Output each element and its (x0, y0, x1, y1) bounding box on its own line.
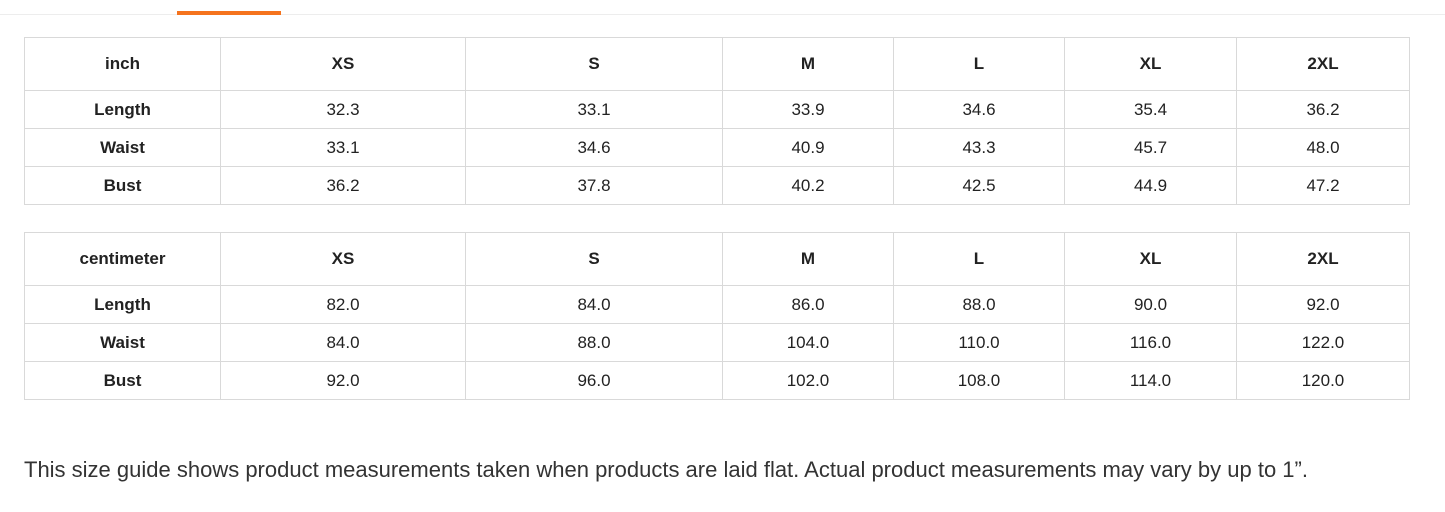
table-row: Bust 92.0 96.0 102.0 108.0 114.0 120.0 (24, 361, 1410, 400)
measurement-cell: 88.0 (465, 323, 723, 362)
measurement-cell: 90.0 (1064, 285, 1237, 324)
table-row: Waist 84.0 88.0 104.0 110.0 116.0 122.0 (24, 323, 1410, 362)
row-label-cell: Waist (24, 128, 221, 167)
measurement-cell: 34.6 (893, 90, 1065, 129)
measurement-cell: 37.8 (465, 166, 723, 205)
measurement-cell: 110.0 (893, 323, 1065, 362)
size-column-header: 2XL (1236, 232, 1410, 286)
row-label-cell: Bust (24, 166, 221, 205)
row-label-cell: Waist (24, 323, 221, 362)
measurement-cell: 40.9 (722, 128, 894, 167)
measurement-cell: 122.0 (1236, 323, 1410, 362)
size-column-header: M (722, 232, 894, 286)
measurement-cell: 82.0 (220, 285, 466, 324)
measurement-cell: 34.6 (465, 128, 723, 167)
measurement-cell: 104.0 (722, 323, 894, 362)
table-row: Length 82.0 84.0 86.0 88.0 90.0 92.0 (24, 285, 1410, 324)
measurement-cell: 43.3 (893, 128, 1065, 167)
size-column-header: 2XL (1236, 37, 1410, 91)
measurement-cell: 36.2 (1236, 90, 1410, 129)
row-label-cell: Bust (24, 361, 221, 400)
measurement-cell: 102.0 (722, 361, 894, 400)
measurement-cell: 33.9 (722, 90, 894, 129)
size-column-header: L (893, 37, 1065, 91)
measurement-cell: 33.1 (465, 90, 723, 129)
measurement-cell: 48.0 (1236, 128, 1410, 167)
measurement-cell: 84.0 (220, 323, 466, 362)
row-label-cell: Length (24, 285, 221, 324)
measurement-cell: 86.0 (722, 285, 894, 324)
measurement-cell: 42.5 (893, 166, 1065, 205)
unit-header-cell: centimeter (24, 232, 221, 286)
measurement-cell: 116.0 (1064, 323, 1237, 362)
table-row: Length 32.3 33.1 33.9 34.6 35.4 36.2 (24, 90, 1410, 129)
size-column-header: L (893, 232, 1065, 286)
measurement-cell: 92.0 (1236, 285, 1410, 324)
size-table-inch: inch XS S M L XL 2XL Length 32.3 33.1 33… (24, 37, 1410, 205)
measurement-cell: 44.9 (1064, 166, 1237, 205)
size-column-header: S (465, 37, 723, 91)
measurement-cell: 45.7 (1064, 128, 1237, 167)
table-row: Waist 33.1 34.6 40.9 43.3 45.7 48.0 (24, 128, 1410, 167)
size-column-header: XL (1064, 37, 1237, 91)
measurement-cell: 33.1 (220, 128, 466, 167)
size-column-header: M (722, 37, 894, 91)
measurement-cell: 114.0 (1064, 361, 1237, 400)
measurement-cell: 84.0 (465, 285, 723, 324)
measurement-cell: 35.4 (1064, 90, 1237, 129)
measurement-cell: 36.2 (220, 166, 466, 205)
size-table-centimeter: centimeter XS S M L XL 2XL Length 82.0 8… (24, 232, 1410, 400)
size-column-header: XS (220, 37, 466, 91)
size-guide-note: This size guide shows product measuremen… (24, 457, 1308, 482)
unit-header-cell: inch (24, 37, 221, 91)
measurement-cell: 96.0 (465, 361, 723, 400)
measurement-cell: 108.0 (893, 361, 1065, 400)
table-header-row: centimeter XS S M L XL 2XL (24, 232, 1410, 286)
size-column-header: XS (220, 232, 466, 286)
table-row: Bust 36.2 37.8 40.2 42.5 44.9 47.2 (24, 166, 1410, 205)
active-tab-indicator (177, 11, 281, 15)
measurement-cell: 88.0 (893, 285, 1065, 324)
table-header-row: inch XS S M L XL 2XL (24, 37, 1410, 91)
measurement-cell: 47.2 (1236, 166, 1410, 205)
measurement-cell: 40.2 (722, 166, 894, 205)
size-column-header: S (465, 232, 723, 286)
row-label-cell: Length (24, 90, 221, 129)
measurement-cell: 32.3 (220, 90, 466, 129)
measurement-cell: 120.0 (1236, 361, 1410, 400)
size-column-header: XL (1064, 232, 1237, 286)
tab-bar (0, 0, 1445, 15)
measurement-cell: 92.0 (220, 361, 466, 400)
